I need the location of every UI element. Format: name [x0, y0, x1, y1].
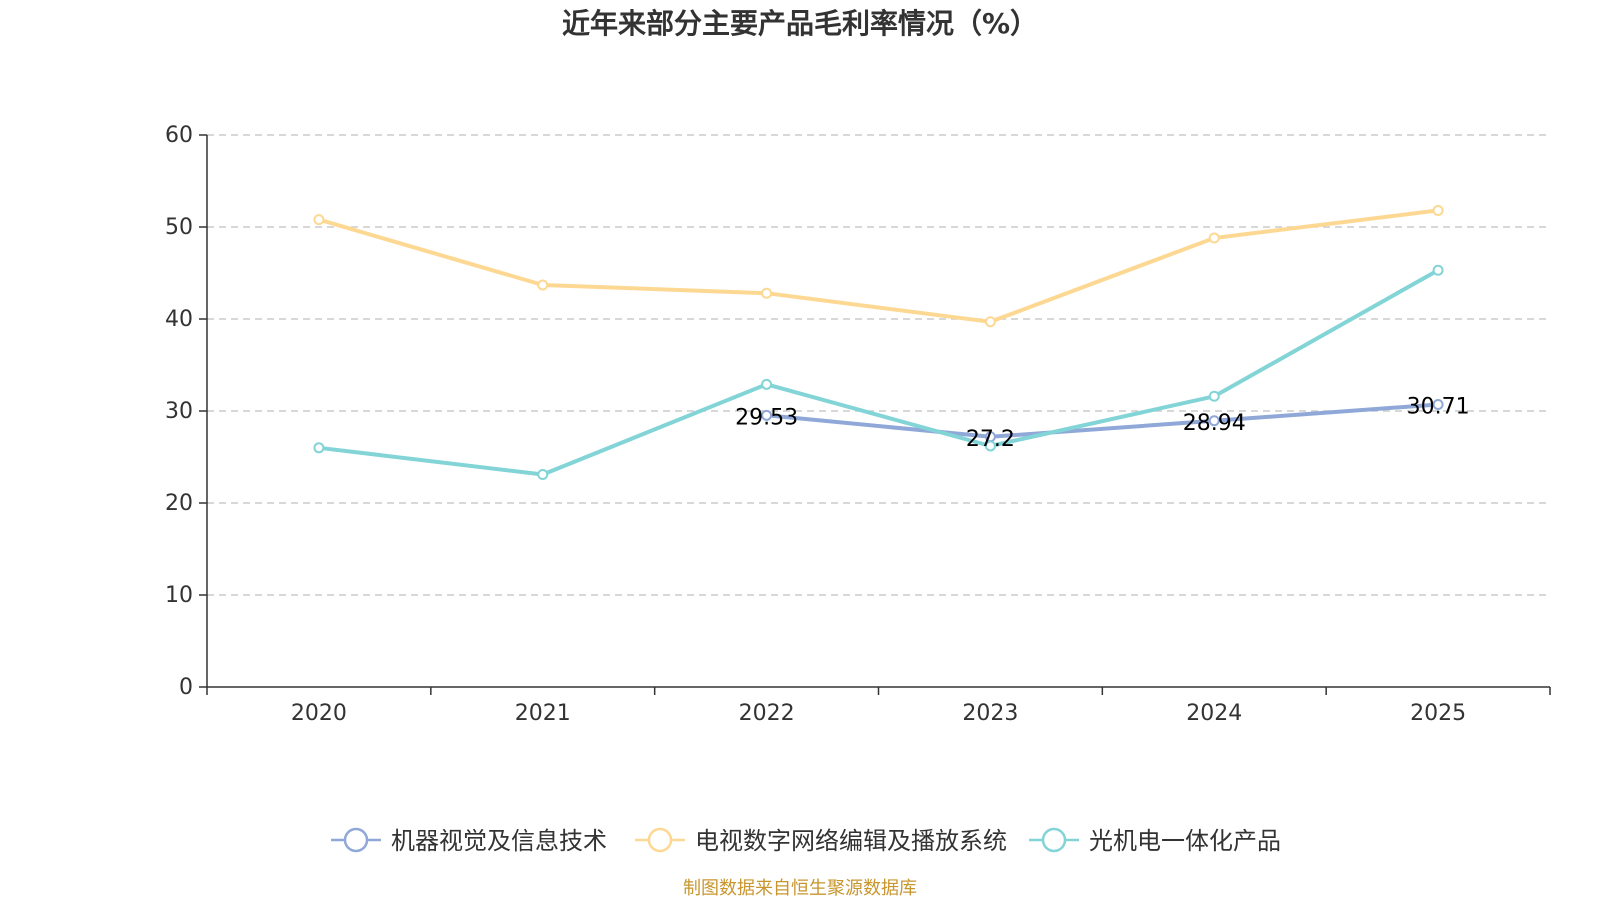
- x-tick-label: 2021: [515, 701, 571, 726]
- x-tick-label: 2024: [1186, 701, 1242, 726]
- axis-layer: 0 10 20 30 40 50 60 2020 2021 2022 2023 2024 2025: [165, 123, 1551, 726]
- data-label: 27.2: [966, 427, 1015, 452]
- data-point: [313, 214, 325, 226]
- legend-label: 电视数字网络编辑及播放系统: [695, 827, 1007, 855]
- data-point: [761, 409, 773, 421]
- series-1: [313, 204, 1444, 328]
- data-label: 29.53: [735, 405, 798, 430]
- data-point: [537, 468, 549, 480]
- legend-marker: [343, 827, 369, 853]
- y-tick-label: 50: [165, 215, 193, 240]
- data-point: [1432, 264, 1444, 276]
- legend-item: 光机电一体化产品: [1029, 827, 1281, 855]
- series-2: [313, 264, 1444, 480]
- x-tick-label: 2020: [291, 701, 347, 726]
- legend: 机器视觉及信息技术 电视数字网络编辑及播放系统 光机电一体化产品: [331, 827, 1281, 855]
- legend-marker: [647, 827, 673, 853]
- legend-label: 机器视觉及信息技术: [391, 827, 607, 855]
- data-point: [761, 378, 773, 390]
- x-tick-label: 2022: [739, 701, 795, 726]
- y-tick-label: 30: [165, 399, 193, 424]
- y-tick-label: 10: [165, 583, 193, 608]
- source-note: 制图数据来自恒生聚源数据库: [683, 878, 917, 899]
- y-tick-label: 40: [165, 307, 193, 332]
- data-point: [313, 442, 325, 454]
- data-label: 28.94: [1183, 411, 1246, 436]
- grid-layer: [207, 134, 1550, 596]
- series-line: [764, 402, 1441, 439]
- series-layer: [313, 204, 1444, 480]
- series-line: [316, 208, 1441, 324]
- series-line: [316, 268, 1441, 477]
- x-tick-label: 2025: [1410, 701, 1466, 726]
- data-label: 30.71: [1407, 394, 1470, 419]
- data-point: [1208, 390, 1220, 402]
- data-point: [1432, 204, 1444, 216]
- data-point: [1208, 232, 1220, 244]
- legend-item: 机器视觉及信息技术: [331, 827, 607, 855]
- y-tick-label: 60: [165, 123, 193, 148]
- data-point: [537, 279, 549, 291]
- data-point: [1208, 415, 1220, 427]
- legend-item: 电视数字网络编辑及播放系统: [635, 827, 1007, 855]
- data-point: [1432, 398, 1444, 410]
- y-tick-label: 0: [179, 675, 193, 700]
- y-tick-label: 20: [165, 491, 193, 516]
- chart-title: 近年来部分主要产品毛利率情况（%）: [562, 7, 1038, 40]
- data-point: [984, 440, 996, 452]
- legend-label: 光机电一体化产品: [1089, 827, 1281, 855]
- legend-marker: [1041, 827, 1067, 853]
- x-tick-label: 2023: [962, 701, 1018, 726]
- data-point: [761, 287, 773, 299]
- series-0: [761, 398, 1444, 443]
- data-point: [984, 316, 996, 328]
- label-layer: 29.53 27.2 28.94 30.71: [735, 394, 1469, 451]
